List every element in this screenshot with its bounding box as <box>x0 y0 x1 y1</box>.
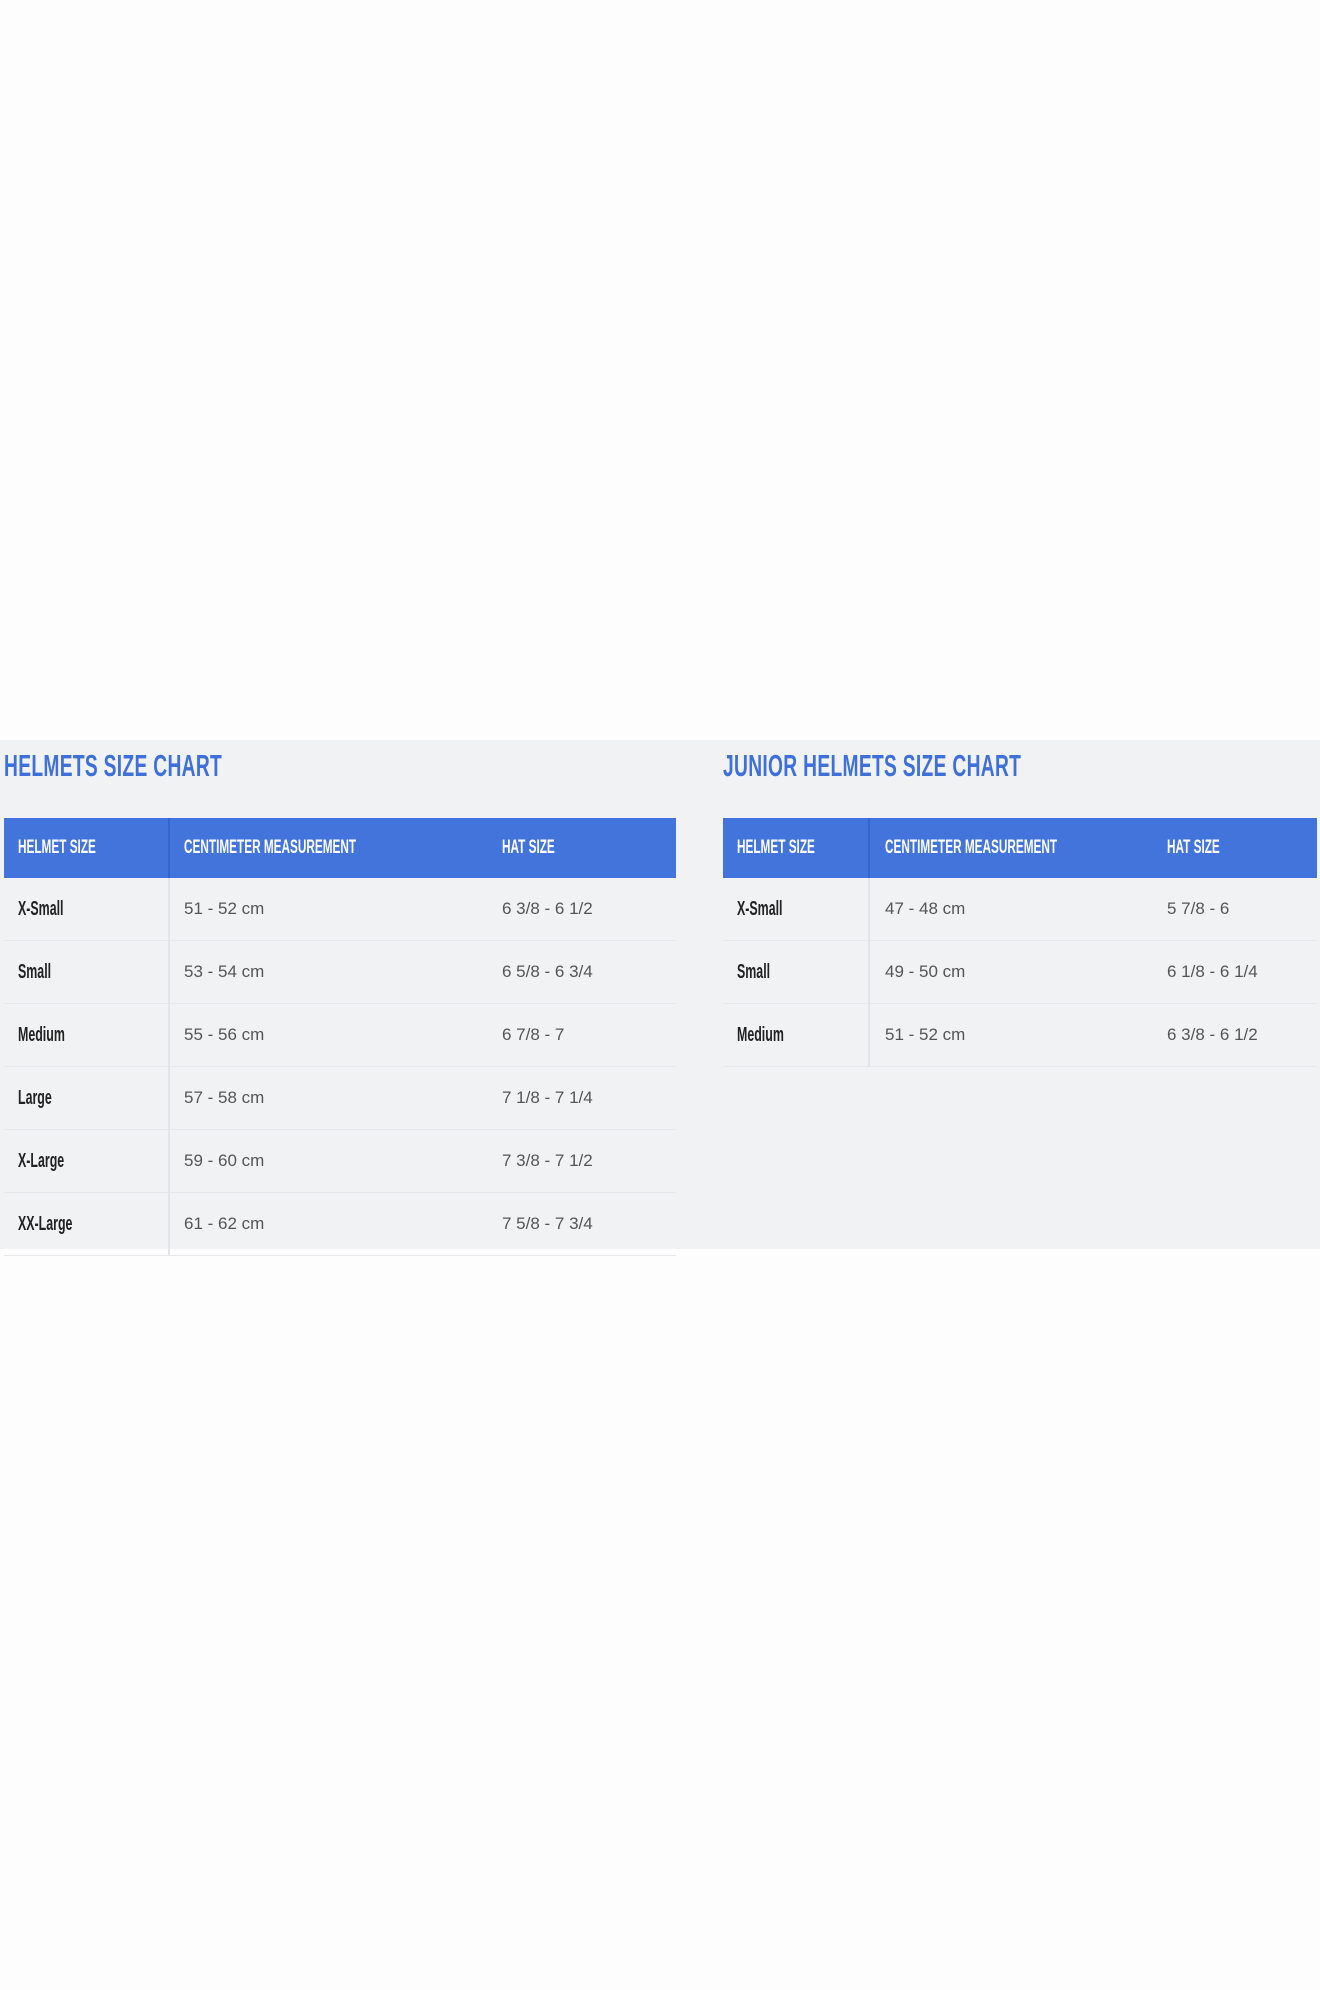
column-header: HAT SIZE <box>502 837 555 858</box>
helmet-size-cell: XX-Large <box>18 1213 73 1235</box>
centimeter-cell: 53 - 54 cm <box>184 962 265 981</box>
helmets-size-table: HELMET SIZE CENTIMETER MEASUREMENT HAT SIZ… <box>4 818 676 1256</box>
centimeter-cell: 51 - 52 cm <box>184 899 265 918</box>
helmet-size-cell: X-Small <box>18 898 64 920</box>
table-row: Medium 55 - 56 cm 6 7/8 - 7 <box>4 1004 676 1067</box>
helmet-size-cell: Small <box>737 961 771 983</box>
table-row: Small 53 - 54 cm 6 5/8 - 6 3/4 <box>4 941 676 1004</box>
table-row: X-Small 47 - 48 cm 5 7/8 - 6 <box>723 878 1317 941</box>
centimeter-cell: 51 - 52 cm <box>885 1025 966 1044</box>
hat-size-cell: 6 5/8 - 6 3/4 <box>502 962 593 981</box>
centimeter-cell: 59 - 60 cm <box>184 1151 265 1170</box>
centimeter-cell: 47 - 48 cm <box>885 899 966 918</box>
hat-size-cell: 6 3/8 - 6 1/2 <box>1167 1025 1258 1044</box>
hat-size-cell: 6 1/8 - 6 1/4 <box>1167 962 1258 981</box>
table-row: X-Small 51 - 52 cm 6 3/8 - 6 1/2 <box>4 878 676 941</box>
helmet-size-cell: Medium <box>18 1024 65 1046</box>
centimeter-cell: 55 - 56 cm <box>184 1025 265 1044</box>
helmets-size-chart-title: HELMETS SIZE CHART <box>4 748 223 783</box>
table-row: X-Large 59 - 60 cm 7 3/8 - 7 1/2 <box>4 1130 676 1193</box>
helmet-size-cell: Small <box>18 961 52 983</box>
table-row: Large 57 - 58 cm 7 1/8 - 7 1/4 <box>4 1067 676 1130</box>
helmet-size-cell: Medium <box>737 1024 784 1046</box>
helmet-size-cell: Large <box>18 1087 52 1109</box>
hat-size-cell: 7 5/8 - 7 3/4 <box>502 1214 593 1233</box>
table-row: XX-Large 61 - 62 cm 7 5/8 - 7 3/4 <box>4 1193 676 1256</box>
junior-helmets-size-chart-title: JUNIOR HELMETS SIZE CHART <box>723 748 1022 783</box>
table-row: Medium 51 - 52 cm 6 3/8 - 6 1/2 <box>723 1004 1317 1067</box>
centimeter-cell: 61 - 62 cm <box>184 1214 265 1233</box>
table-header: HELMET SIZE CENTIMETER MEASUREMENT HAT SIZ… <box>4 818 676 878</box>
helmet-size-cell: X-Large <box>18 1150 65 1172</box>
centimeter-cell: 57 - 58 cm <box>184 1088 265 1107</box>
column-header: HELMET SIZE <box>737 837 815 858</box>
divider <box>168 818 170 878</box>
helmet-size-cell: X-Small <box>737 898 783 920</box>
divider <box>868 878 870 1067</box>
divider <box>168 878 170 1256</box>
column-header: CENTIMETER MEASUREMENT <box>184 837 357 858</box>
column-header: HAT SIZE <box>1167 837 1220 858</box>
hat-size-cell: 7 3/8 - 7 1/2 <box>502 1151 593 1170</box>
hat-size-cell: 5 7/8 - 6 <box>1167 899 1230 918</box>
centimeter-cell: 49 - 50 cm <box>885 962 966 981</box>
hat-size-cell: 7 1/8 - 7 1/4 <box>502 1088 593 1107</box>
table-row: Small 49 - 50 cm 6 1/8 - 6 1/4 <box>723 941 1317 1004</box>
divider <box>868 818 870 878</box>
column-header: HELMET SIZE <box>18 837 96 858</box>
table-header: HELMET SIZE CENTIMETER MEASUREMENT HAT SIZ… <box>723 818 1317 878</box>
column-header: CENTIMETER MEASUREMENT <box>885 837 1058 858</box>
junior-helmets-size-table: HELMET SIZE CENTIMETER MEASUREMENT HAT SIZ… <box>723 818 1317 1067</box>
hat-size-cell: 6 3/8 - 6 1/2 <box>502 899 593 918</box>
hat-size-cell: 6 7/8 - 7 <box>502 1025 565 1044</box>
